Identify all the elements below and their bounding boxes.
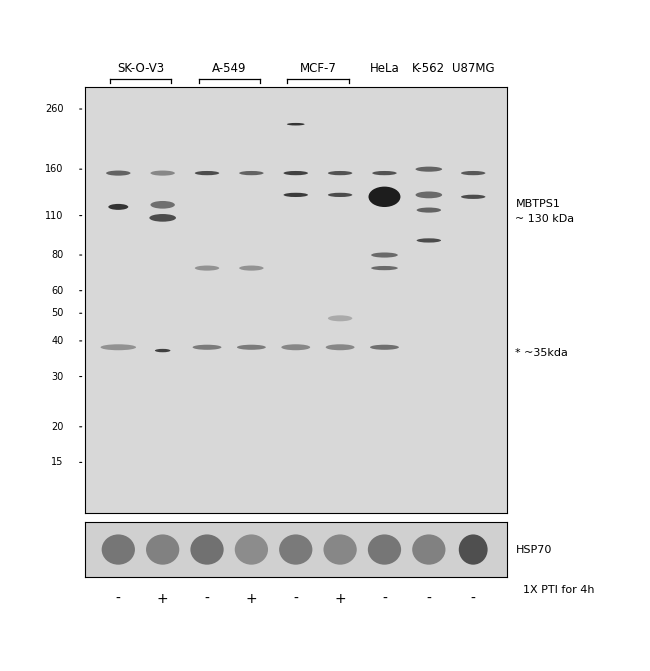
Text: -: - xyxy=(116,592,121,606)
Ellipse shape xyxy=(417,238,441,243)
Ellipse shape xyxy=(371,266,398,270)
Text: 60: 60 xyxy=(51,286,64,296)
Ellipse shape xyxy=(101,344,136,350)
Ellipse shape xyxy=(237,345,266,350)
Text: +: + xyxy=(246,592,257,606)
Ellipse shape xyxy=(150,201,175,209)
Ellipse shape xyxy=(283,193,308,197)
Ellipse shape xyxy=(328,171,352,175)
Ellipse shape xyxy=(459,534,488,565)
Text: -: - xyxy=(293,592,298,606)
Text: +: + xyxy=(157,592,168,606)
Ellipse shape xyxy=(106,170,131,176)
Ellipse shape xyxy=(195,171,219,175)
Ellipse shape xyxy=(150,214,176,221)
Ellipse shape xyxy=(415,191,442,199)
Ellipse shape xyxy=(281,344,310,350)
Text: 160: 160 xyxy=(45,164,64,174)
Ellipse shape xyxy=(326,344,354,350)
Text: HSP70: HSP70 xyxy=(515,545,552,554)
Text: 20: 20 xyxy=(51,422,64,431)
Ellipse shape xyxy=(417,207,441,213)
Text: 15: 15 xyxy=(51,458,64,468)
Ellipse shape xyxy=(235,534,268,565)
Ellipse shape xyxy=(324,534,357,565)
Text: U87MG: U87MG xyxy=(452,62,495,75)
Text: 50: 50 xyxy=(51,308,64,318)
Ellipse shape xyxy=(328,193,352,197)
Ellipse shape xyxy=(190,534,224,565)
Text: 260: 260 xyxy=(45,104,64,114)
Text: 110: 110 xyxy=(45,211,64,221)
Ellipse shape xyxy=(461,195,486,199)
Text: +: + xyxy=(334,592,346,606)
Text: 30: 30 xyxy=(51,372,64,382)
Ellipse shape xyxy=(328,315,352,321)
Text: HeLa: HeLa xyxy=(370,62,399,75)
Ellipse shape xyxy=(146,534,179,565)
Ellipse shape xyxy=(195,266,219,270)
Text: 40: 40 xyxy=(51,336,64,346)
Text: 1X PTI for 4h: 1X PTI for 4h xyxy=(523,585,595,595)
Text: 80: 80 xyxy=(51,250,64,260)
Ellipse shape xyxy=(101,534,135,565)
Ellipse shape xyxy=(372,171,396,175)
Text: -: - xyxy=(382,592,387,606)
Text: * ~35kda: * ~35kda xyxy=(515,348,568,358)
Text: A-549: A-549 xyxy=(212,62,246,75)
Text: K-562: K-562 xyxy=(412,62,445,75)
Ellipse shape xyxy=(369,187,400,207)
Ellipse shape xyxy=(461,171,486,175)
Ellipse shape xyxy=(283,171,308,175)
Ellipse shape xyxy=(279,534,313,565)
Ellipse shape xyxy=(412,534,445,565)
Ellipse shape xyxy=(192,345,222,350)
Ellipse shape xyxy=(239,171,264,175)
Text: -: - xyxy=(426,592,432,606)
Text: ~ 130 kDa: ~ 130 kDa xyxy=(515,214,575,224)
Ellipse shape xyxy=(109,204,128,210)
Ellipse shape xyxy=(239,266,264,270)
Ellipse shape xyxy=(415,166,442,172)
Ellipse shape xyxy=(368,534,401,565)
Text: MBTPS1: MBTPS1 xyxy=(515,199,560,209)
Text: -: - xyxy=(205,592,209,606)
Ellipse shape xyxy=(370,345,399,350)
Text: SK-O-V3: SK-O-V3 xyxy=(117,62,164,75)
Ellipse shape xyxy=(150,170,175,176)
Text: -: - xyxy=(471,592,476,606)
Ellipse shape xyxy=(155,349,170,352)
Ellipse shape xyxy=(287,123,305,125)
Text: MCF-7: MCF-7 xyxy=(300,62,336,75)
Ellipse shape xyxy=(371,252,398,258)
